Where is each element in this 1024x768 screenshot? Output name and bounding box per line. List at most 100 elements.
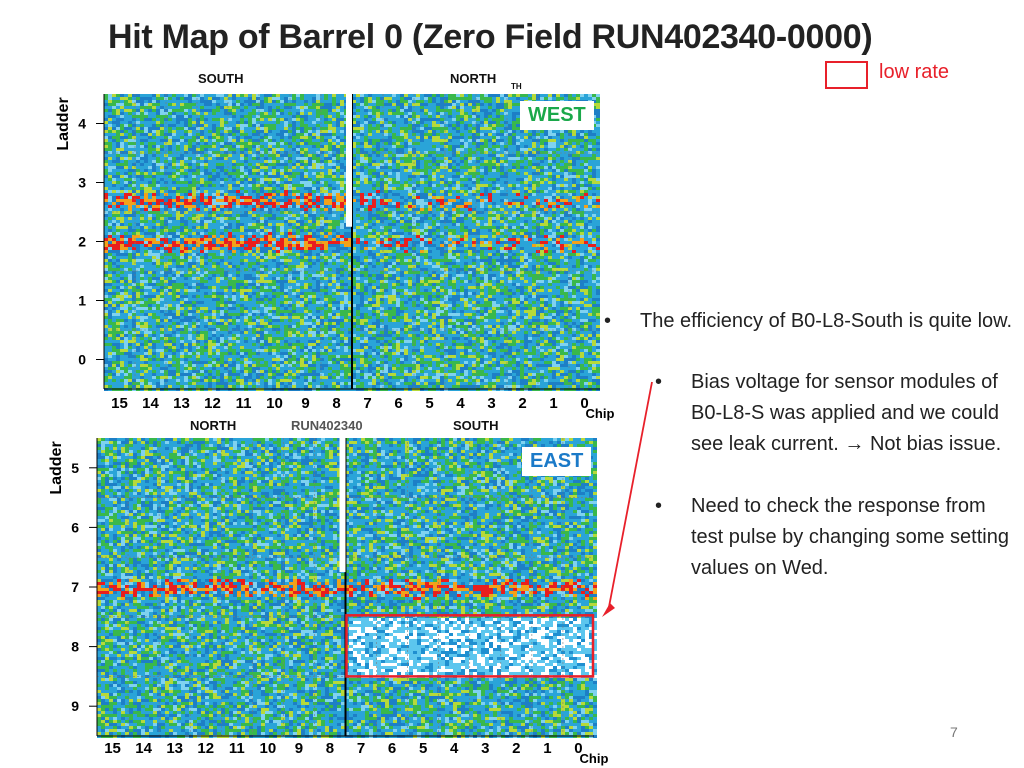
heatmap-cell: [172, 124, 176, 127]
heatmap-cell: [108, 109, 112, 112]
heatmap-cell: [340, 130, 344, 133]
heatmap-cell: [240, 127, 244, 130]
heatmap-cell: [148, 121, 152, 124]
heatmap-cell: [448, 142, 452, 145]
heatmap-cell: [364, 121, 368, 124]
heatmap-cell: [156, 109, 160, 112]
heatmap-cell: [568, 97, 572, 100]
heatmap-cell: [488, 133, 492, 136]
heatmap-cell: [148, 142, 152, 145]
heatmap-cell: [320, 103, 324, 106]
heatmap-cell: [512, 118, 516, 121]
heatmap-cell: [156, 100, 160, 103]
heatmap-cell: [524, 97, 528, 100]
heatmap-cell: [196, 130, 200, 133]
heatmap-cell: [304, 112, 308, 115]
heatmap-cell: [452, 97, 456, 100]
heatmap-cell: [468, 100, 472, 103]
heatmap-cell: [244, 118, 248, 121]
heatmap-cell: [116, 133, 120, 136]
heatmap-cell: [328, 136, 332, 139]
heatmap-cell: [496, 115, 500, 118]
heatmap-cell: [420, 118, 424, 121]
heatmap-cell: [396, 112, 400, 115]
heatmap-cell: [428, 133, 432, 136]
heatmap-cell: [516, 136, 520, 139]
heatmap-cell: [196, 136, 200, 139]
heatmap-cell: [308, 121, 312, 124]
heatmap-cell: [320, 142, 324, 145]
heatmap-cell: [212, 109, 216, 112]
heatmap-cell: [252, 133, 256, 136]
heatmap-cell: [492, 109, 496, 112]
heatmap-cell: [216, 127, 220, 130]
heatmap-cell: [480, 115, 484, 118]
heatmap-cell: [432, 139, 436, 142]
heatmap-cell: [488, 100, 492, 103]
heatmap-cell: [256, 124, 260, 127]
heatmap-cell: [212, 94, 216, 97]
heatmap-cell: [136, 124, 140, 127]
heatmap-cell: [508, 124, 512, 127]
heatmap-cell: [300, 142, 304, 145]
heatmap-cell: [136, 136, 140, 139]
heatmap-cell: [232, 124, 236, 127]
heatmap-cell: [260, 130, 264, 133]
heatmap-cell: [488, 130, 492, 133]
heatmap-cell: [248, 94, 252, 97]
heatmap-cell: [104, 124, 108, 127]
heatmap-cell: [104, 100, 108, 103]
heatmap-cell: [360, 139, 364, 142]
heatmap-cell: [408, 130, 412, 133]
heatmap-cell: [176, 121, 180, 124]
heatmap-cell: [560, 97, 564, 100]
heatmap-cell: [396, 115, 400, 118]
heatmap-cell: [472, 97, 476, 100]
heatmap-cell: [500, 127, 504, 130]
heatmap-cell: [500, 103, 504, 106]
heatmap-cell: [400, 133, 404, 136]
heatmap-cell: [220, 109, 224, 112]
heatmap-cell: [332, 127, 336, 130]
heatmap-cell: [108, 139, 112, 142]
heatmap-cell: [204, 115, 208, 118]
heatmap-cell: [244, 142, 248, 145]
heatmap-cell: [200, 139, 204, 142]
heatmap-cell: [492, 127, 496, 130]
heatmap-cell: [192, 133, 196, 136]
heatmap-cell: [256, 112, 260, 115]
heatmap-cell: [508, 94, 512, 97]
heatmap-cell: [440, 106, 444, 109]
heatmap-cell: [584, 136, 588, 139]
heatmap-cell: [436, 118, 440, 121]
heatmap-cell: [248, 97, 252, 100]
heatmap-cell: [408, 121, 412, 124]
heatmap-cell: [360, 97, 364, 100]
heatmap-cell: [172, 139, 176, 142]
heatmap-cell: [372, 130, 376, 133]
heatmap-cell: [116, 124, 120, 127]
heatmap-cell: [552, 97, 556, 100]
heatmap-cell: [120, 112, 124, 115]
heatmap-cell: [292, 100, 296, 103]
heatmap-cell: [508, 106, 512, 109]
heatmap-cell: [188, 94, 192, 97]
heatmap-cell: [444, 109, 448, 112]
heatmap-cell: [408, 97, 412, 100]
heatmap-cell: [324, 136, 328, 139]
heatmap-cell: [256, 103, 260, 106]
heatmap-cell: [440, 115, 444, 118]
heatmap-cell: [224, 109, 228, 112]
heatmap-cell: [128, 124, 132, 127]
heatmap-cell: [132, 145, 136, 148]
heatmap-cell: [112, 115, 116, 118]
heatmap-cell: [296, 115, 300, 118]
heatmap-cell: [576, 142, 580, 145]
heatmap-cell: [376, 115, 380, 118]
heatmap-cell: [156, 127, 160, 130]
heatmap-cell: [224, 118, 228, 121]
heatmap-cell: [396, 139, 400, 142]
heatmap-cell: [240, 100, 244, 103]
heatmap-cell: [304, 139, 308, 142]
heatmap-cell: [416, 139, 420, 142]
